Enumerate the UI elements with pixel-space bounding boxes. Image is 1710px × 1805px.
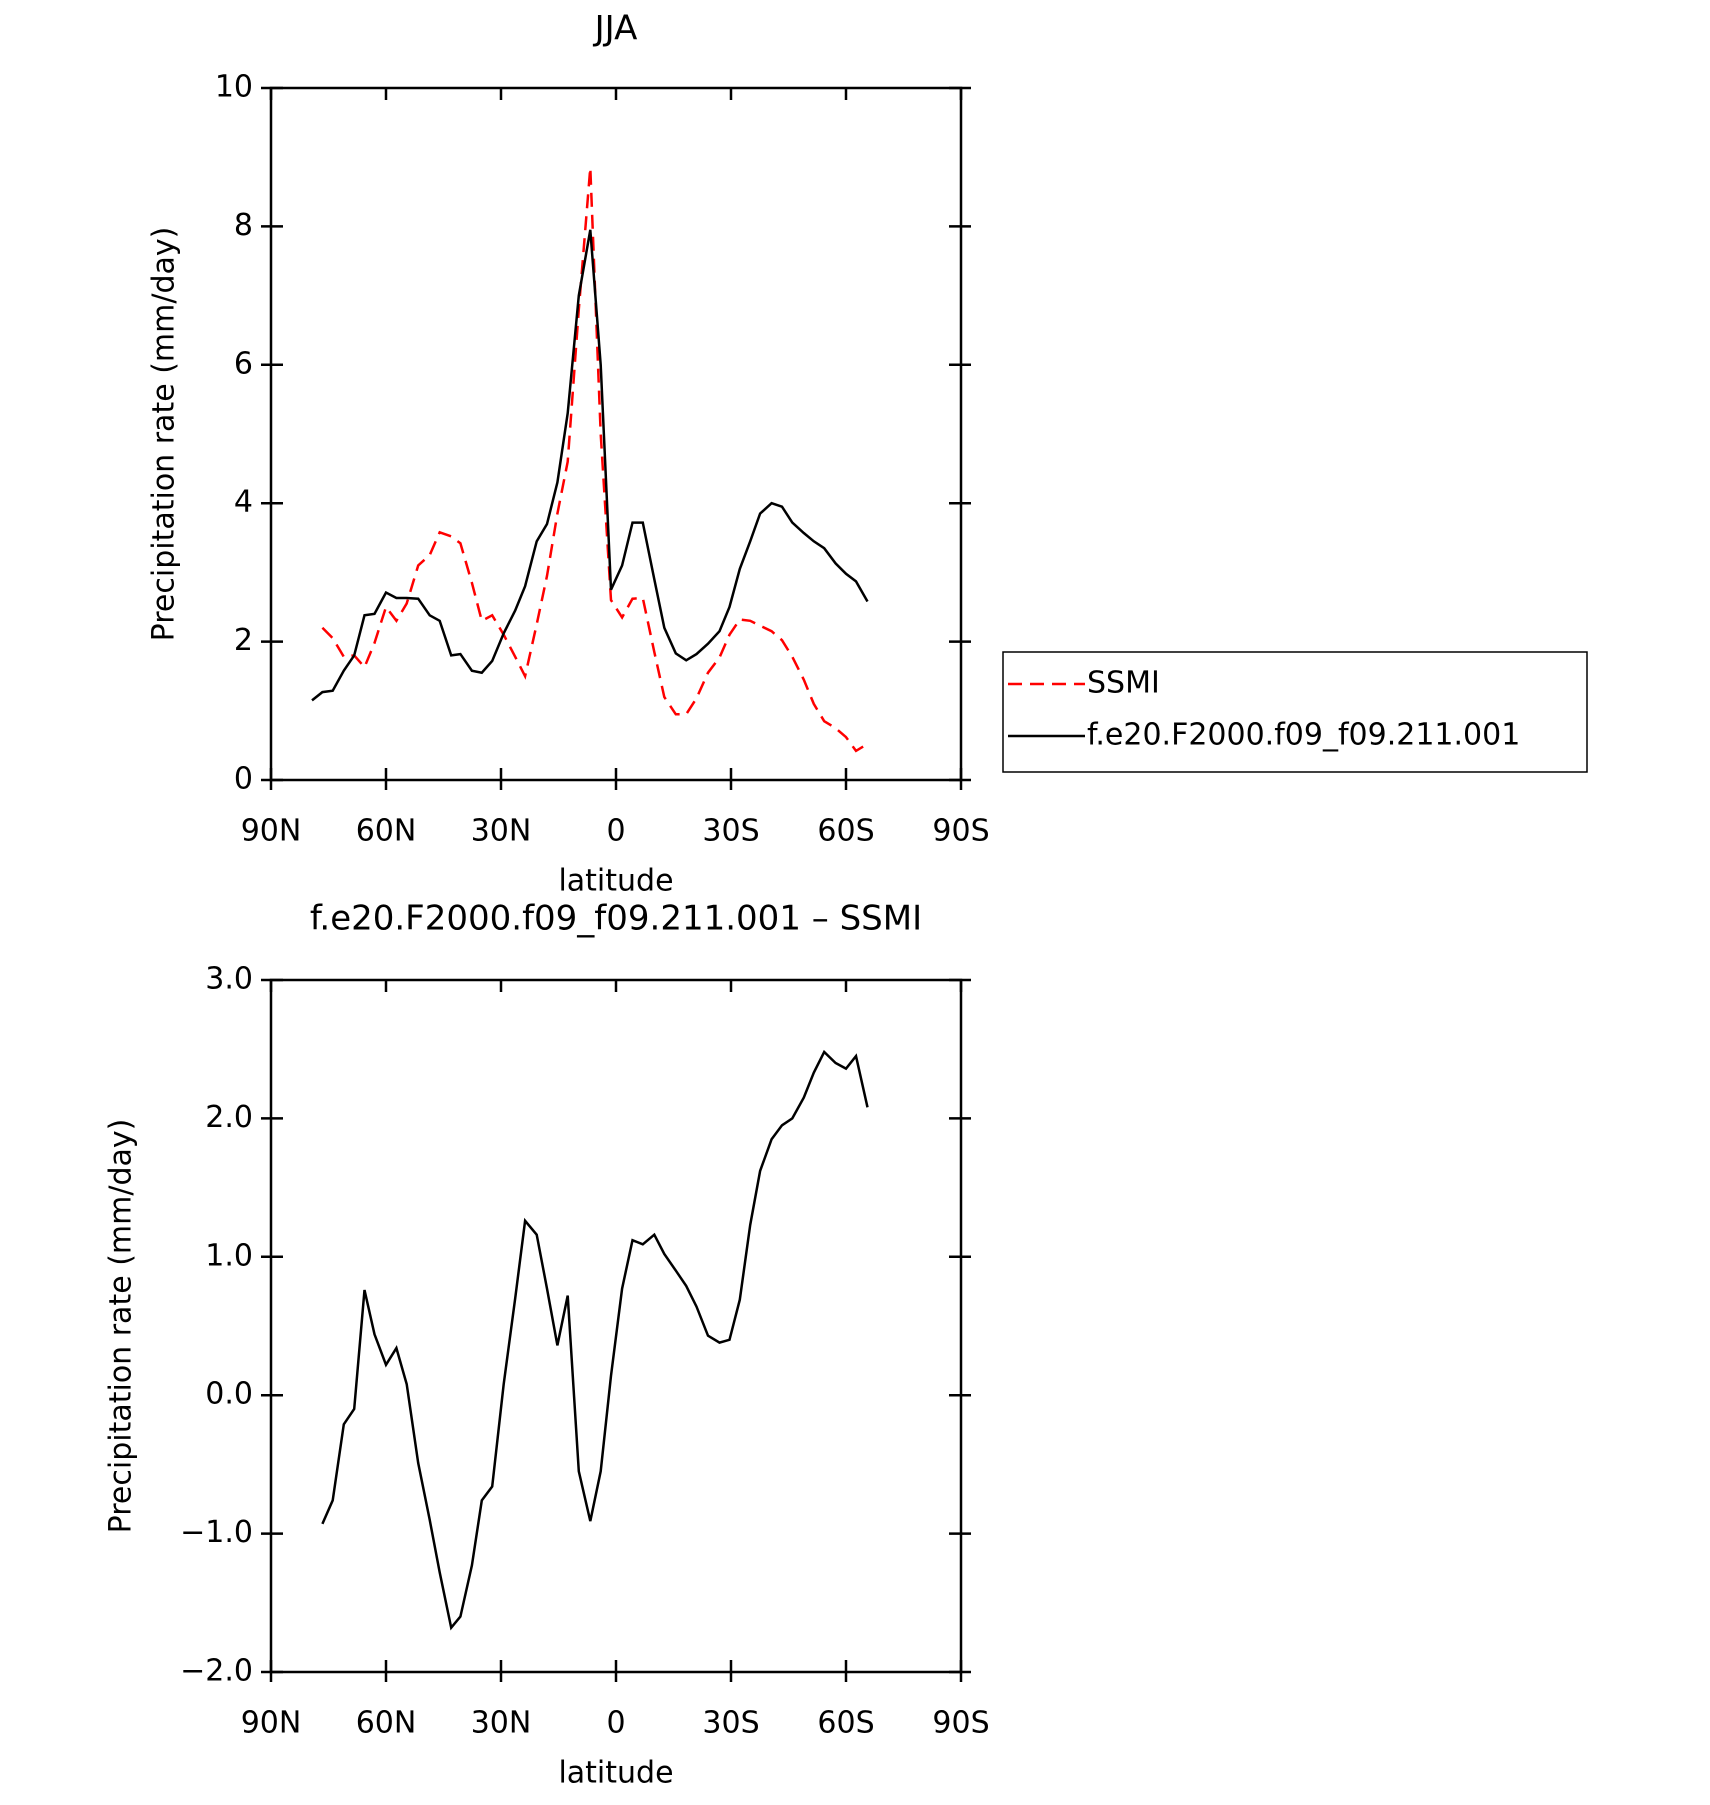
y-tick-label: 1.0 [205,1238,253,1273]
x-tick-label: 60S [817,1706,874,1741]
x-tick-label: 90S [932,1706,989,1741]
y-tick-label: 2 [234,623,253,658]
chart-title: f.e20.F2000.f09_f09.211.001 – SSMI [310,899,922,939]
y-axis-label: Precipitation rate (mm/day) [147,227,182,642]
plot-frame [269,86,963,782]
y-tick-label: 2.0 [205,1100,253,1135]
x-tick-label: 90N [241,1706,302,1741]
y-tick-label: −1.0 [180,1515,253,1550]
x-tick-label: 30S [702,814,759,849]
x-axis-label: latitude [558,864,673,899]
legend-label: SSMI [1087,666,1160,701]
x-tick-label: 30N [471,1706,532,1741]
y-tick-label: 4 [234,485,253,520]
chart-title: JJA [593,9,638,49]
data-line [321,1049,869,1631]
y-tick-label: 3.0 [205,962,253,997]
x-tick-label: 60S [817,814,874,849]
legend-box [1002,651,1588,773]
y-tick-label: 8 [234,208,253,243]
x-tick-label: 0 [606,814,625,849]
chart-panel: f.e20.F2000.f09_f09.211.001 – SSMI 90N 60N… [104,899,990,1791]
y-tick-label: −2.0 [180,1654,253,1689]
x-tick-label: 60N [356,814,417,849]
y-tick-label: 10 [215,70,253,105]
data-line [311,229,869,702]
x-axis-label: latitude [558,1756,673,1791]
plot-frame [269,978,963,1674]
x-tick-label: 60N [356,1706,417,1741]
y-axis-label: Precipitation rate (mm/day) [104,1119,139,1534]
data-line [321,167,869,753]
x-tick-label: 90N [241,814,302,849]
legend-label: f.e20.F2000.f09_f09.211.001 [1087,718,1520,753]
x-tick-label: 0 [606,1706,625,1741]
chart-panel: JJA 90N 60N 30N 0 30S 60S 90S 0 2 4 6 8 10 latitude Pre… [147,9,1588,899]
x-tick-label: 90S [932,814,989,849]
x-tick-label: 30N [471,814,532,849]
y-tick-label: 0 [234,762,253,797]
x-tick-label: 30S [702,1706,759,1741]
y-tick-label: 6 [234,346,253,381]
y-tick-label: 0.0 [205,1377,253,1412]
